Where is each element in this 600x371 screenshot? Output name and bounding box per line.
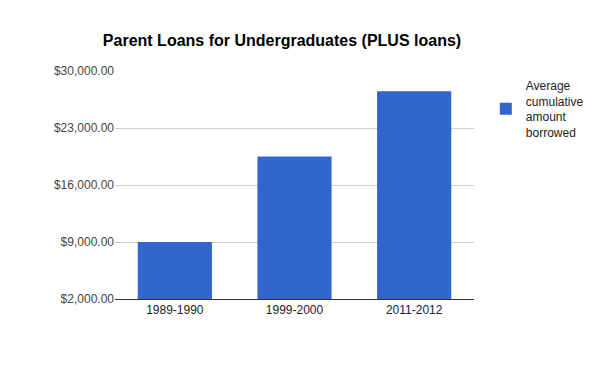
svg-text:2011-2012: 2011-2012 <box>386 303 443 317</box>
svg-text:1999-2000: 1999-2000 <box>266 303 324 317</box>
svg-text:Parent Loans for Undergraduate: Parent Loans for Undergraduates (PLUS lo… <box>103 32 461 49</box>
svg-text:Averagecumulativeamountborrowe: Averagecumulativeamountborrowed <box>526 79 584 140</box>
svg-text:1989-1990: 1989-1990 <box>146 303 204 317</box>
svg-text:$30,000.00: $30,000.00 <box>54 64 114 78</box>
svg-text:$23,000.00: $23,000.00 <box>54 121 114 135</box>
svg-text:$9,000.00: $9,000.00 <box>61 235 115 249</box>
svg-text:$2,000.00: $2,000.00 <box>61 292 115 306</box>
svg-text:$16,000.00: $16,000.00 <box>54 178 114 192</box>
